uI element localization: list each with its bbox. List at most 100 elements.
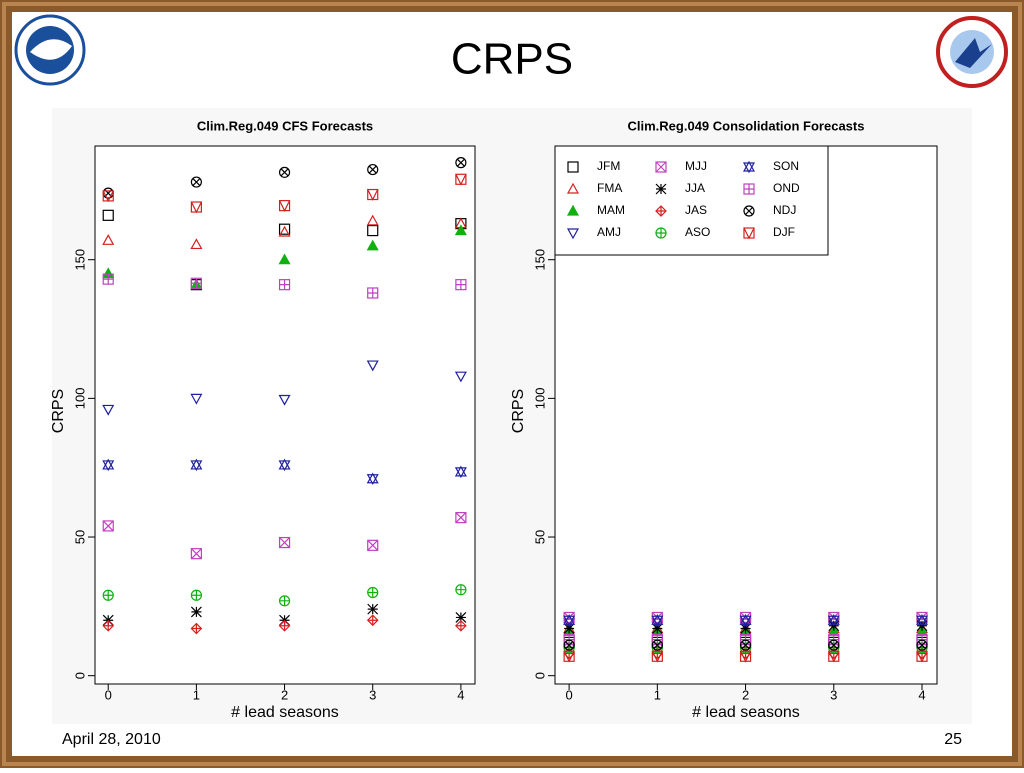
data-point	[455, 173, 467, 186]
legend-marker	[655, 161, 667, 173]
x-tick-label: 1	[654, 687, 661, 702]
legend-marker	[566, 182, 580, 194]
marker-part	[102, 209, 114, 221]
marker-part	[655, 161, 667, 173]
legend-marker	[566, 204, 580, 216]
legend-label: JJA	[685, 181, 705, 195]
marker-part	[279, 537, 290, 548]
slide-number: 25	[944, 731, 962, 748]
marker-part	[915, 615, 929, 627]
marker-part	[280, 168, 289, 177]
marker-part	[191, 278, 202, 289]
data-point	[651, 613, 664, 627]
data-point	[278, 619, 291, 632]
marker-part	[278, 460, 291, 472]
marker-part	[651, 618, 664, 630]
data-point	[102, 273, 114, 285]
data-point	[278, 223, 291, 235]
data-point	[102, 589, 114, 601]
data-point	[455, 612, 467, 623]
marker-part	[455, 619, 467, 632]
marker-part	[278, 253, 291, 265]
y-tick-label: 150	[72, 249, 87, 271]
marker-part	[190, 176, 202, 188]
data-point	[916, 639, 928, 651]
slide-date: April 28, 2010	[62, 731, 161, 748]
marker-part	[278, 536, 291, 549]
legend-label: JFM	[597, 159, 620, 173]
data-point	[651, 639, 663, 651]
marker-part	[191, 590, 202, 601]
legend-box	[554, 145, 829, 256]
data-point	[455, 512, 467, 524]
legend-marker	[567, 161, 579, 173]
data-point	[828, 639, 840, 651]
data-point	[651, 618, 664, 630]
marker-part	[916, 650, 928, 663]
marker-part	[655, 183, 667, 195]
marker-part	[653, 641, 662, 650]
data-point	[739, 639, 752, 651]
marker-part	[102, 619, 115, 632]
marker-part	[745, 207, 753, 215]
marker-part	[656, 206, 666, 216]
marker-part	[651, 615, 664, 627]
data-point	[102, 458, 115, 472]
x-axis-label: # lead seasons	[692, 704, 800, 721]
y-axis-label: CRPS	[510, 389, 527, 433]
marker-part	[278, 223, 291, 235]
marker-part	[190, 238, 203, 250]
marker-part	[563, 615, 576, 627]
marker-part	[739, 639, 752, 651]
data-point	[563, 650, 575, 663]
data-point	[278, 253, 291, 265]
marker-part	[366, 239, 379, 251]
y-tick-label: 0	[72, 672, 87, 679]
chart-title: Clim.Reg.049 CFS Forecasts	[197, 118, 373, 133]
marker-part	[102, 460, 115, 472]
legend-marker	[655, 183, 667, 195]
legend-label: OND	[773, 181, 800, 195]
legend-label: SON	[773, 159, 799, 173]
marker-part	[102, 520, 114, 532]
marker-part	[279, 620, 290, 631]
x-tick-label: 2	[742, 687, 749, 702]
data-point	[563, 618, 576, 630]
x-tick-label: 3	[830, 687, 837, 702]
data-point	[278, 458, 291, 472]
marker-part	[563, 650, 575, 663]
marker-part	[741, 641, 750, 650]
marker-part	[103, 590, 114, 601]
data-point	[102, 209, 114, 221]
marker-part	[279, 200, 291, 212]
data-point	[563, 613, 576, 627]
data-point	[367, 539, 379, 551]
data-point	[190, 458, 203, 472]
marker-part	[192, 178, 201, 186]
data-point	[366, 360, 379, 372]
data-point	[455, 584, 467, 596]
chart-title: Clim.Reg.049 Consolidation Forecasts	[628, 118, 865, 133]
data-point	[278, 200, 291, 212]
data-point	[102, 190, 114, 203]
data-point	[739, 650, 752, 663]
marker-part	[828, 650, 840, 663]
marker-part	[103, 620, 114, 631]
legend-marker	[655, 205, 667, 217]
x-tick-label: 4	[457, 687, 464, 702]
data-point	[367, 224, 379, 237]
marker-part	[278, 225, 291, 237]
legend-label: AMJ	[597, 225, 621, 239]
marker-part	[656, 228, 666, 238]
marker-part	[456, 158, 465, 167]
marker-part	[366, 360, 379, 372]
x-tick-label: 4	[918, 687, 925, 702]
legend-marker	[743, 227, 755, 240]
marker-part	[739, 618, 752, 630]
legend-label: FMA	[597, 181, 622, 195]
marker-part	[563, 618, 576, 630]
data-point	[916, 650, 928, 663]
marker-part	[563, 639, 575, 651]
